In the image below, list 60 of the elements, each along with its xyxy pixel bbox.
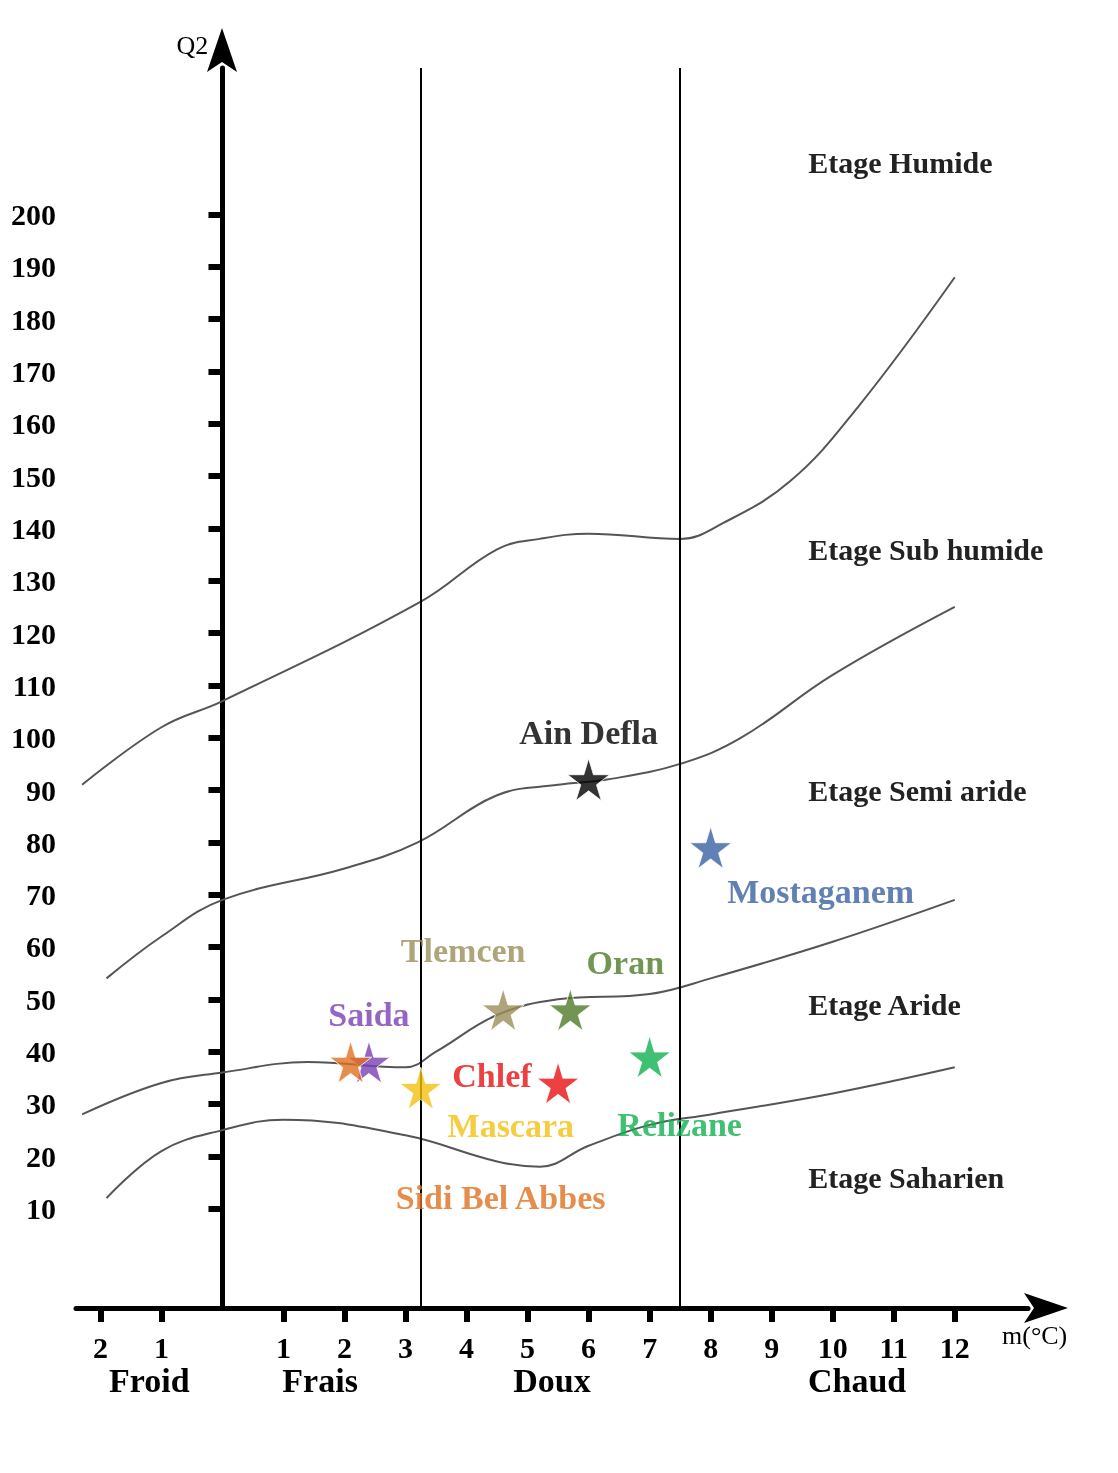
series-label: Mostaganem bbox=[727, 872, 915, 910]
text: Froid bbox=[108, 1361, 190, 1399]
series-label: Ain Defla bbox=[519, 713, 659, 751]
x-tick-label: 9 bbox=[764, 1330, 780, 1364]
y-tick-label: 180 bbox=[11, 302, 56, 336]
x-tick-label: 1 bbox=[153, 1330, 169, 1364]
y-tick-label: 140 bbox=[11, 511, 56, 545]
x-tick-label: 5 bbox=[520, 1330, 536, 1364]
y-tick-label: 40 bbox=[26, 1035, 56, 1069]
text: Doux bbox=[513, 1361, 591, 1399]
point bbox=[689, 826, 733, 870]
x-tick-label: 10 bbox=[817, 1330, 848, 1364]
x-tick-label: 1 bbox=[275, 1330, 291, 1364]
point bbox=[628, 1035, 672, 1079]
point bbox=[481, 988, 525, 1032]
y-tick-label: 110 bbox=[12, 668, 56, 702]
annotation: Etage Saharien bbox=[808, 1160, 1005, 1194]
y-tick-label: 100 bbox=[11, 721, 56, 755]
annotation: Etage Aride bbox=[808, 988, 961, 1022]
x-tick-label: 11 bbox=[879, 1330, 908, 1364]
text: Frais bbox=[282, 1361, 358, 1399]
series-label: Mascara bbox=[447, 1107, 575, 1145]
x-tick-label: 7 bbox=[642, 1330, 658, 1364]
series-label: Chlef bbox=[452, 1056, 533, 1094]
y-tick-label: 130 bbox=[11, 564, 56, 598]
y-tick-label: 50 bbox=[26, 982, 56, 1016]
point bbox=[548, 988, 592, 1032]
text: Chaud bbox=[807, 1361, 907, 1399]
x-tick-label: 12 bbox=[939, 1330, 970, 1364]
x-tick-label: 3 bbox=[398, 1330, 414, 1364]
point bbox=[567, 758, 611, 802]
annotation: Etage Humide bbox=[808, 145, 993, 179]
y-axis-title: Q2 bbox=[176, 30, 209, 60]
line-series bbox=[105, 605, 956, 980]
x-axis-title: m(°C) bbox=[1002, 1320, 1068, 1350]
x-tick-label: 2 bbox=[92, 1330, 108, 1364]
y-tick-label: 70 bbox=[26, 878, 56, 912]
y-tick-label: 10 bbox=[26, 1192, 56, 1226]
y-tick-label: 20 bbox=[26, 1139, 56, 1173]
point bbox=[536, 1061, 580, 1105]
annotation: Etage Semi aride bbox=[808, 773, 1027, 807]
y-tick-label: 60 bbox=[26, 930, 56, 964]
y-tick-label: 150 bbox=[11, 459, 56, 493]
y-tick-label: 120 bbox=[11, 616, 56, 650]
x-tick-label: 8 bbox=[703, 1330, 719, 1364]
x-tick-label: 2 bbox=[337, 1330, 353, 1364]
x-tick-label: 4 bbox=[459, 1330, 475, 1364]
y-tick-label: 160 bbox=[11, 407, 56, 441]
y-tick-label: 170 bbox=[11, 354, 56, 388]
y-tick-label: 30 bbox=[26, 1087, 56, 1121]
y-tick-label: 200 bbox=[11, 198, 56, 231]
y-tick-label: 80 bbox=[26, 825, 56, 859]
point bbox=[399, 1066, 443, 1110]
x-tick-label: 6 bbox=[581, 1330, 597, 1364]
y-tick-label: 90 bbox=[26, 773, 56, 807]
series-label: Oran bbox=[586, 943, 665, 981]
annotation: Etage Sub humide bbox=[808, 532, 1044, 566]
y-tick-label: 190 bbox=[11, 250, 56, 284]
series-label: Saida bbox=[328, 996, 410, 1034]
point bbox=[329, 1040, 373, 1084]
